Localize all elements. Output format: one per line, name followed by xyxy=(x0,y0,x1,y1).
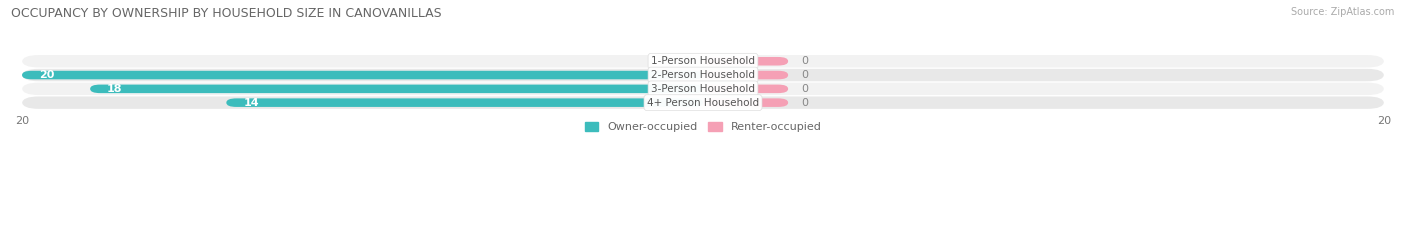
FancyBboxPatch shape xyxy=(226,98,703,107)
FancyBboxPatch shape xyxy=(703,85,789,93)
Text: Source: ZipAtlas.com: Source: ZipAtlas.com xyxy=(1291,7,1395,17)
Text: 0: 0 xyxy=(682,56,689,66)
FancyBboxPatch shape xyxy=(22,69,1384,81)
FancyBboxPatch shape xyxy=(703,71,789,79)
Text: 3-Person Household: 3-Person Household xyxy=(651,84,755,94)
FancyBboxPatch shape xyxy=(22,71,703,79)
Legend: Owner-occupied, Renter-occupied: Owner-occupied, Renter-occupied xyxy=(581,118,825,137)
Text: 0: 0 xyxy=(801,70,808,80)
Text: 20: 20 xyxy=(39,70,55,80)
FancyBboxPatch shape xyxy=(703,57,789,65)
FancyBboxPatch shape xyxy=(90,85,703,93)
Text: 18: 18 xyxy=(107,84,122,94)
FancyBboxPatch shape xyxy=(22,96,1384,109)
Text: 0: 0 xyxy=(801,84,808,94)
Text: OCCUPANCY BY OWNERSHIP BY HOUSEHOLD SIZE IN CANOVANILLAS: OCCUPANCY BY OWNERSHIP BY HOUSEHOLD SIZE… xyxy=(11,7,441,20)
Text: 0: 0 xyxy=(801,56,808,66)
FancyBboxPatch shape xyxy=(22,83,1384,95)
Text: 14: 14 xyxy=(243,98,259,108)
Text: 1-Person Household: 1-Person Household xyxy=(651,56,755,66)
Text: 4+ Person Household: 4+ Person Household xyxy=(647,98,759,108)
Text: 0: 0 xyxy=(801,98,808,108)
Text: 2-Person Household: 2-Person Household xyxy=(651,70,755,80)
FancyBboxPatch shape xyxy=(703,98,789,107)
FancyBboxPatch shape xyxy=(22,55,1384,68)
